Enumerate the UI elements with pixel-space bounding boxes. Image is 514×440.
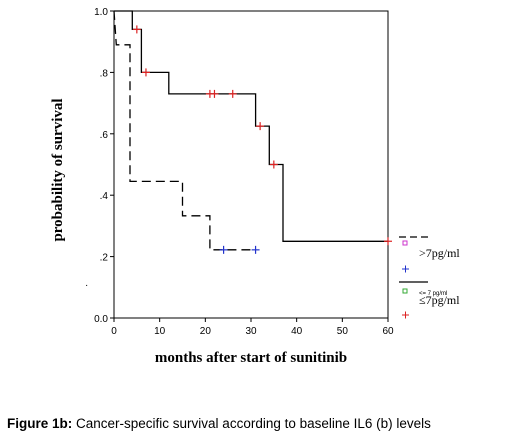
series-curve-2 [114,10,388,242]
caption-prefix: Figure 1b: [7,416,73,431]
censor-mark [141,68,150,77]
plot-frame [113,10,389,319]
series-curve-1 [113,10,256,251]
y-tick-label: 0.0 [94,314,108,325]
y-tick-label: .8 [100,68,109,79]
censor-layer [132,25,392,254]
censor-mark [251,245,260,254]
x-tick-label: 60 [382,326,394,337]
x-tick-label: 30 [245,326,257,337]
x-tick-label: 10 [154,326,166,337]
censor-mark [210,89,219,98]
censor-mark [269,160,278,169]
legend-blue-plus [402,265,409,273]
censor-mark [384,237,392,246]
figure-caption: Figure 1b: Cancer-specific survival acco… [7,416,512,431]
chart-svg: 0 10 20 30 40 50 60 0.0 .2 .4 .6 .8 1.0 months after… [50,7,460,366]
curves-layer [113,10,388,251]
stray-dot: · [85,280,88,291]
legend-label-small: <= 7 pg/ml [419,291,447,297]
censor-mark [228,89,237,98]
caption-text: Cancer-specific survival according to ba… [72,416,431,431]
legend-label-low: ≤7pg/ml [419,293,460,307]
x-tick-label: 0 [111,326,117,337]
censor-mark [256,122,265,131]
y-axis-title: probability of survival [50,98,66,241]
legend-green-square [402,288,408,294]
y-tick-label: 1.0 [94,7,108,18]
y-tick-label: .4 [100,191,109,202]
censor-mark [132,25,141,34]
x-tick-label: 40 [291,326,303,337]
legend: >7pg/ml <= 7 pg/ml ≤7pg/ml [399,236,460,319]
y-tick-label: .2 [100,253,109,264]
ticks-layer: 0 10 20 30 40 50 60 0.0 .2 .4 .6 .8 1.0 [94,7,394,337]
x-axis-title: months after start of sunitinib [155,350,347,366]
legend-red-plus [402,311,409,319]
x-tick-label: 20 [200,326,212,337]
y-tick-label: .6 [100,130,109,141]
legend-magenta-square [402,240,408,246]
x-tick-label: 50 [337,326,349,337]
legend-label-high: >7pg/ml [419,246,460,260]
censor-mark [219,245,228,254]
